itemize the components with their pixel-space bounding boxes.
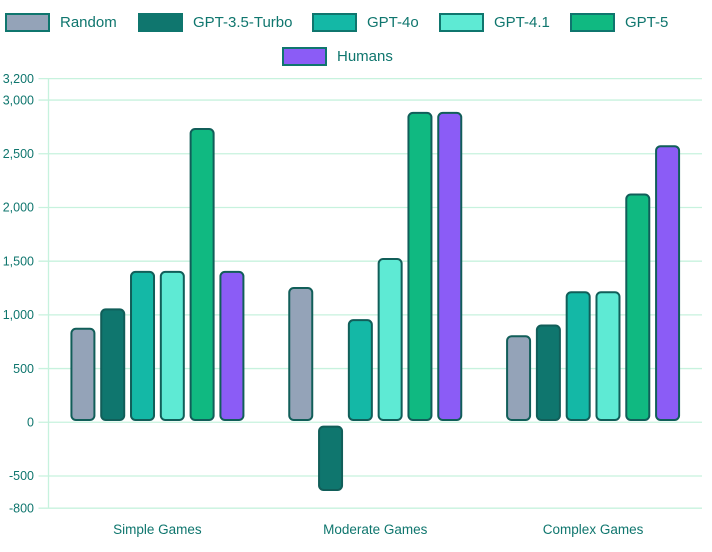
bar-random-moderate-games[interactable] xyxy=(288,286,314,421)
legend-swatch-humans xyxy=(282,47,327,66)
bar-gpt-4o-simple-games[interactable] xyxy=(130,270,156,421)
legend-label-gpt-5: GPT-5 xyxy=(625,14,669,31)
bar-random-simple-games[interactable] xyxy=(70,327,96,421)
legend-swatch-gpt-3-5-turbo xyxy=(138,13,183,32)
y-tick-label-1-500: 1,500 xyxy=(3,254,34,268)
x-axis-label-complex-games: Complex Games xyxy=(543,522,644,537)
bar-gpt-4o-complex-games[interactable] xyxy=(565,291,591,421)
legend-swatch-gpt-4-1 xyxy=(439,13,484,32)
legend-item-random[interactable]: Random xyxy=(5,13,117,32)
legend-swatch-gpt-5 xyxy=(570,13,615,32)
legend-item-gpt-4-1[interactable]: GPT-4.1 xyxy=(439,13,550,32)
legend-label-gpt-4-1: GPT-4.1 xyxy=(494,14,550,31)
legend-label-gpt-4o: GPT-4o xyxy=(367,14,419,31)
bar-gpt-4o-moderate-games[interactable] xyxy=(347,319,373,421)
legend-item-gpt-4o[interactable]: GPT-4o xyxy=(312,13,419,32)
gridlines xyxy=(38,77,702,509)
y-tick-label-3-200: 3,200 xyxy=(3,72,34,86)
bar-gpt-4-1-complex-games[interactable] xyxy=(595,291,621,421)
bar-random-complex-games[interactable] xyxy=(506,335,532,421)
bar-gpt-3-5-turbo-simple-games[interactable] xyxy=(100,308,126,421)
y-tick-label-500: -500 xyxy=(9,469,34,483)
y-tick-label-2-000: 2,000 xyxy=(3,201,34,215)
y-tick-label-3-000: 3,000 xyxy=(3,93,34,107)
bar-gpt-5-moderate-games[interactable] xyxy=(407,111,433,421)
y-axis-tick-labels: 3,200 3,000 2,500 2,000 1,500 1,000 500 0 -500 -8… xyxy=(3,72,34,516)
legend-item-gpt-3-5-turbo[interactable]: GPT-3.5-Turbo xyxy=(138,13,292,32)
bar-humans-complex-games[interactable] xyxy=(655,145,681,421)
x-axis-label-simple-games: Simple Games xyxy=(113,522,202,537)
bar-gpt-5-simple-games[interactable] xyxy=(189,128,215,421)
bar-humans-moderate-games[interactable] xyxy=(437,111,463,421)
y-tick-label-800: -800 xyxy=(9,501,34,515)
y-tick-label-1-000: 1,000 xyxy=(3,308,34,322)
legend-item-humans[interactable]: Humans xyxy=(282,47,393,66)
bar-gpt-3-5-turbo-complex-games[interactable] xyxy=(535,324,561,421)
legend-swatch-random xyxy=(5,13,50,32)
bars xyxy=(70,111,681,492)
legend-item-gpt-5[interactable]: GPT-5 xyxy=(570,13,668,32)
legend-label-gpt-3-5-turbo: GPT-3.5-Turbo xyxy=(193,14,293,31)
legend-label-random: Random xyxy=(60,14,117,31)
bar-gpt-4-1-simple-games[interactable] xyxy=(159,270,185,421)
bar-gpt-3-5-turbo-moderate-games[interactable] xyxy=(318,425,344,492)
bar-humans-simple-games[interactable] xyxy=(219,270,245,421)
y-tick-label-500: 500 xyxy=(13,362,34,376)
bar-gpt-4-1-moderate-games[interactable] xyxy=(377,257,403,421)
legend-swatch-gpt-4o xyxy=(312,13,357,32)
y-tick-label-2-500: 2,500 xyxy=(3,147,34,161)
y-tick-label-0: 0 xyxy=(27,415,34,429)
x-axis-label-moderate-games: Moderate Games xyxy=(323,522,428,537)
legend-label-humans: Humans xyxy=(337,48,393,65)
bar-gpt-5-complex-games[interactable] xyxy=(625,193,651,421)
